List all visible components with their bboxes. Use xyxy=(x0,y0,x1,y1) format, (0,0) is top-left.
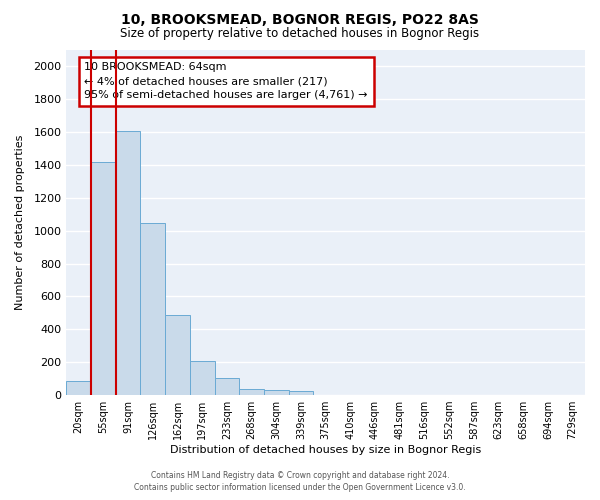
Bar xyxy=(116,130,140,395)
Text: 10 BROOKSMEAD: 64sqm
← 4% of detached houses are smaller (217)
95% of semi-detac: 10 BROOKSMEAD: 64sqm ← 4% of detached ho… xyxy=(85,62,368,100)
Text: 10, BROOKSMEAD, BOGNOR REGIS, PO22 8AS: 10, BROOKSMEAD, BOGNOR REGIS, PO22 8AS xyxy=(121,12,479,26)
X-axis label: Distribution of detached houses by size in Bognor Regis: Distribution of detached houses by size … xyxy=(170,445,481,455)
Y-axis label: Number of detached properties: Number of detached properties xyxy=(15,135,25,310)
Bar xyxy=(239,388,264,395)
Bar xyxy=(264,390,289,395)
Text: Contains HM Land Registry data © Crown copyright and database right 2024.
Contai: Contains HM Land Registry data © Crown c… xyxy=(134,471,466,492)
Bar xyxy=(67,381,91,395)
Bar xyxy=(289,392,313,395)
Bar xyxy=(190,362,215,395)
Bar xyxy=(215,378,239,395)
Text: Size of property relative to detached houses in Bognor Regis: Size of property relative to detached ho… xyxy=(121,28,479,40)
Bar xyxy=(140,222,165,395)
Bar xyxy=(165,314,190,395)
Bar xyxy=(91,162,116,395)
